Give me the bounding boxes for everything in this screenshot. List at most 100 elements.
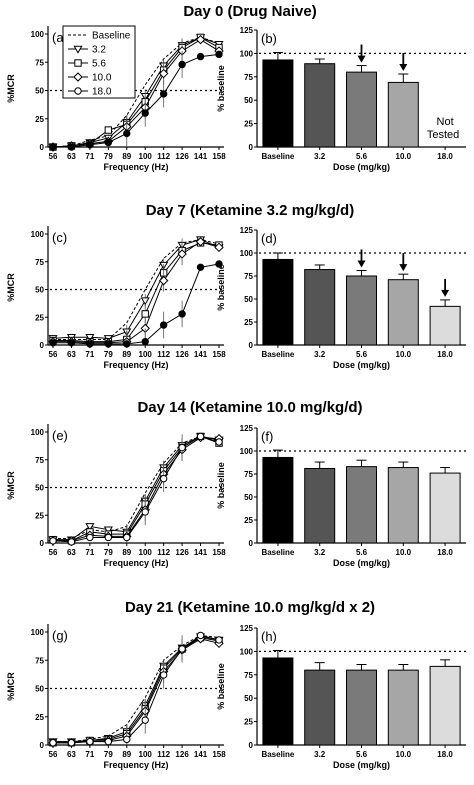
row-title: Day 0 (Drug Naive) xyxy=(183,3,316,20)
data-point xyxy=(49,339,57,347)
x-tick-label: 112 xyxy=(157,548,170,557)
x-tick-label: 79 xyxy=(104,750,113,759)
arrow-head xyxy=(357,55,366,63)
bar-5-6 xyxy=(346,71,377,148)
legend-marker xyxy=(73,45,83,54)
bar-18-0 xyxy=(429,305,461,346)
y-tick-label: 0 xyxy=(40,539,45,548)
data-point xyxy=(103,526,113,535)
data-point xyxy=(178,443,186,452)
x-tick-label: 5.6 xyxy=(356,750,368,759)
x-tick-label: 10.0 xyxy=(396,548,412,557)
x-axis-label: Frequency (Hz) xyxy=(103,162,168,172)
data-point xyxy=(196,432,205,441)
legend-label: 18.0 xyxy=(92,87,112,98)
bar-3-2 xyxy=(304,467,336,544)
y-tick-label: 50 xyxy=(244,493,253,502)
series-line-5-6 xyxy=(53,242,220,343)
x-tick-label: Baseline xyxy=(261,350,294,359)
y-tick-label: 50 xyxy=(35,286,44,295)
data-point xyxy=(86,737,94,746)
y-tick-label: 75 xyxy=(244,470,253,479)
x-tick-label: 71 xyxy=(85,548,94,557)
bar-5-6 xyxy=(346,466,377,544)
bar-Baseline xyxy=(262,258,294,346)
x-tick-label: 63 xyxy=(67,350,76,359)
x-tick-label: 63 xyxy=(67,750,76,759)
x-tick-label: 79 xyxy=(104,152,113,161)
series-line-10-0 xyxy=(53,638,220,744)
data-point xyxy=(158,68,169,79)
arrow-head xyxy=(441,289,450,297)
x-tick-label: 71 xyxy=(85,750,94,759)
data-point xyxy=(104,737,113,746)
y-axis-label: %MCR xyxy=(6,672,16,701)
x-axis-label: Dose (mg/kg) xyxy=(333,360,390,370)
y-tick-label: 75 xyxy=(244,671,253,680)
y-tick-label: 100 xyxy=(31,628,45,637)
y-tick-label: 0 xyxy=(249,341,254,350)
series-line-Baseline xyxy=(53,634,220,743)
data-point xyxy=(123,533,131,542)
x-tick-label: 79 xyxy=(104,350,113,359)
data-point xyxy=(104,138,113,147)
y-tick-label: 25 xyxy=(244,516,253,525)
line-panel-c: 0 25 50 75 100 56 63 71 79 89 100 112 126 141 158 Frequ… xyxy=(6,226,226,370)
y-axis-label: % baseline xyxy=(216,264,226,311)
data-point xyxy=(141,109,149,117)
data-point xyxy=(159,671,168,679)
x-tick-label: 10.0 xyxy=(396,750,412,759)
x-tick-label: 71 xyxy=(85,350,94,359)
y-tick-label: 0 xyxy=(249,539,254,548)
y-tick-label: 25 xyxy=(244,318,253,327)
panel-letter: (d) xyxy=(261,231,277,246)
x-tick-label: 3.2 xyxy=(314,152,326,161)
not-tested-note: Tested xyxy=(427,129,459,141)
bar-Baseline xyxy=(262,456,294,544)
series-line-18-0 xyxy=(52,435,220,543)
y-tick-label: 0 xyxy=(249,143,254,152)
series-line-10-0 xyxy=(52,39,220,148)
y-tick-label: 25 xyxy=(35,115,44,124)
series-line-3-2 xyxy=(52,239,220,339)
x-tick-label: 71 xyxy=(85,152,94,161)
series-line-10-0 xyxy=(53,437,220,542)
data-point xyxy=(178,310,186,318)
x-tick-label: 112 xyxy=(157,152,170,161)
row-title: Day 14 (Ketamine 10.0 mg/kg/d) xyxy=(137,399,362,416)
data-point xyxy=(123,129,131,138)
data-point xyxy=(123,340,131,348)
data-point xyxy=(123,735,131,744)
bar-3-2 xyxy=(304,63,336,148)
x-tick-label: 5.6 xyxy=(356,152,368,161)
data-point xyxy=(67,538,76,546)
y-tick-label: 0 xyxy=(40,741,45,750)
data-point xyxy=(140,297,150,306)
x-axis-label: Frequency (Hz) xyxy=(103,558,168,568)
x-tick-label: 89 xyxy=(122,750,131,759)
data-point xyxy=(141,337,149,346)
panel-letter: (c) xyxy=(52,230,67,245)
x-tick-label: 141 xyxy=(194,152,208,161)
y-axis-label: %MCR xyxy=(6,74,16,103)
x-tick-label: 5.6 xyxy=(356,350,368,359)
x-axis-label: Dose (mg/kg) xyxy=(333,760,390,770)
x-tick-label: 18.0 xyxy=(437,152,453,161)
data-point xyxy=(196,263,205,271)
data-point xyxy=(85,334,95,342)
data-point xyxy=(159,90,168,98)
y-tick-label: 0 xyxy=(40,341,45,350)
y-tick-label: 25 xyxy=(35,313,44,322)
data-point xyxy=(49,739,57,747)
y-tick-label: 100 xyxy=(31,230,45,239)
line-panel-a: 0 25 50 75 100 56 63 71 79 89 100 112 126 141 158 Frequ… xyxy=(6,26,226,172)
series-line-18-0 xyxy=(53,263,220,345)
y-tick-label: 125 xyxy=(240,26,254,35)
data-point xyxy=(196,52,205,61)
x-tick-label: 3.2 xyxy=(314,548,326,557)
bar-18-0 xyxy=(429,472,461,544)
x-tick-label: 158 xyxy=(212,548,226,557)
data-point xyxy=(177,249,187,259)
series-line-3-2 xyxy=(52,36,220,148)
y-tick-label: 50 xyxy=(35,87,44,96)
